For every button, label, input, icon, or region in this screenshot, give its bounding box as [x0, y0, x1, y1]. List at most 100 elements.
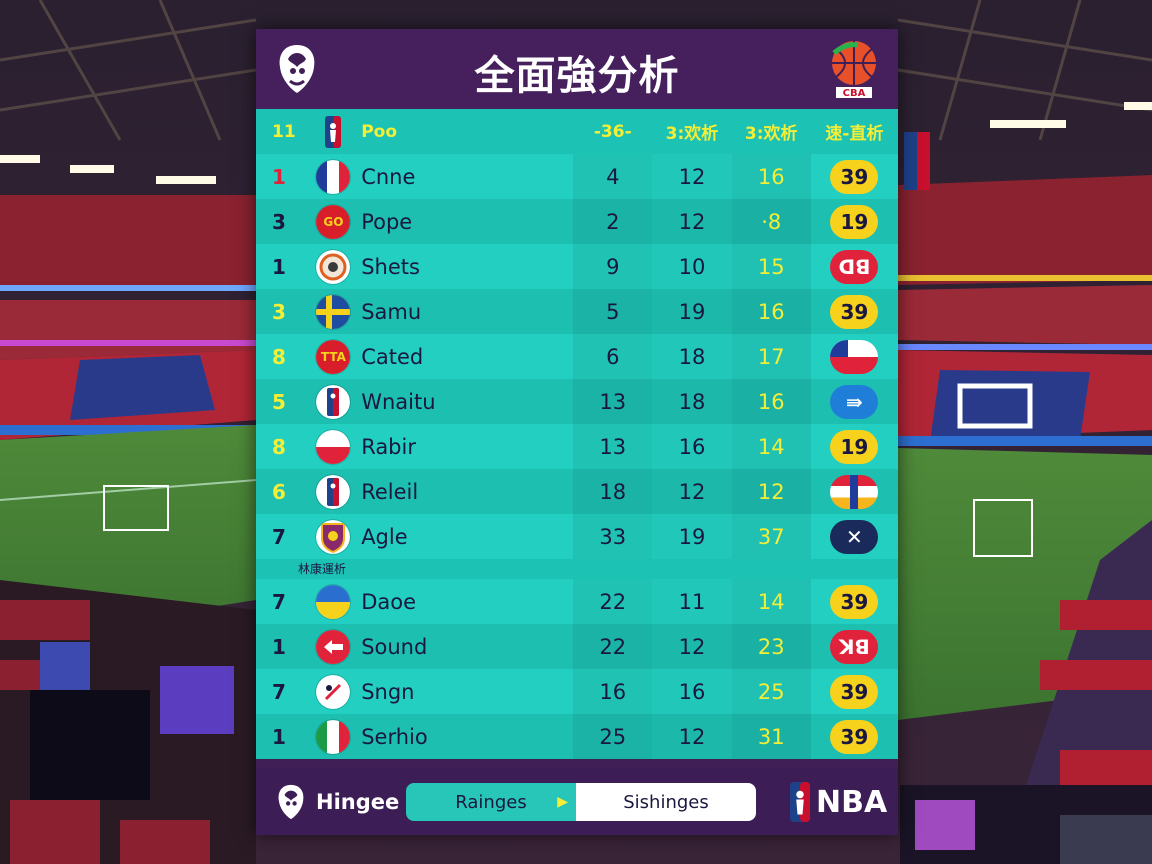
header-col3[interactable]: 3:欢析: [744, 124, 798, 144]
badge-cell: 39: [811, 719, 898, 754]
stat-cell-c1: 13: [573, 424, 653, 469]
lion-crest-icon: [278, 784, 304, 820]
team-name[interactable]: Agle: [361, 524, 408, 549]
tab-rankings[interactable]: Rainges ▶: [406, 783, 576, 821]
team-flag-icon: TTA: [312, 339, 356, 374]
badge-cell: [811, 339, 898, 374]
badge-cell: ꓷꓭ: [811, 249, 898, 284]
team-flag-icon: [312, 584, 356, 619]
badge-cell: ✕: [811, 519, 898, 554]
stat-cell-c1: 9: [573, 244, 653, 289]
table-row[interactable]: 5 Wnaitu 13 18 16 ⇛: [256, 379, 898, 424]
standings-table: 11 Poo -36- 3:欢析 3:欢析 速-直析 1 Cnne 4 12 16 39 3…: [256, 109, 898, 759]
badge-cell: 39: [811, 294, 898, 329]
stat-cell-c1: 33: [573, 514, 653, 559]
team-flag-icon: [312, 519, 356, 554]
standings-panel: 全面強分析 CBA 11 Poo: [256, 29, 898, 835]
stat-cell-c1: 18: [573, 469, 653, 514]
stat-cell-c3: 16: [731, 379, 811, 424]
team-flag-icon: GO: [312, 204, 356, 239]
rank-cell: 1: [272, 724, 286, 749]
stat-cell-c3: 31: [731, 714, 811, 759]
table-row[interactable]: 6 Releil 18 12 12: [256, 469, 898, 514]
score-badge: ꓘꓭ: [830, 629, 879, 664]
stat-cell-c3: 14: [731, 579, 811, 624]
stat-cell-c3: 12: [731, 469, 811, 514]
rank-cell: 5: [272, 389, 286, 414]
table-row[interactable]: 1 Cnne 4 12 16 39: [256, 154, 898, 199]
table-row[interactable]: 3 GO Pope 2 12·8 19: [256, 199, 898, 244]
header-logo: [312, 115, 356, 148]
team-name[interactable]: Pope: [361, 209, 413, 234]
stat-cell-c1: 5: [573, 289, 653, 334]
rank-cell: 3: [272, 299, 286, 324]
team-name[interactable]: Releil: [361, 479, 419, 504]
stat-cell-c1: 6: [573, 334, 653, 379]
stat-cell-c3: 14: [731, 424, 811, 469]
team-name[interactable]: Shets: [361, 254, 420, 279]
rank-cell: 7: [272, 589, 286, 614]
team-name[interactable]: Sound: [361, 634, 428, 659]
rank-cell: 7: [272, 679, 286, 704]
score-badge: 19: [830, 429, 879, 464]
stat-cell-c3: 16: [731, 289, 811, 334]
tab-standings[interactable]: Sishinges: [576, 783, 756, 821]
rank-cell: 1: [272, 164, 286, 189]
nba-logo-icon: [790, 782, 810, 822]
badge-cell: ꓘꓭ: [811, 629, 898, 664]
team-flag-icon: [312, 249, 356, 284]
badge-cell: 39: [811, 674, 898, 709]
table-row[interactable]: 7 Daoe 22 11 14 39: [256, 579, 898, 624]
score-badge: 39: [830, 674, 879, 709]
stat-cell-c3: 15: [731, 244, 811, 289]
view-toggle: Rainges ▶ Sishinges: [406, 783, 756, 821]
table-row[interactable]: 7 Agle 33 19 37 ✕: [256, 514, 898, 559]
team-flag-icon: [312, 474, 356, 509]
table-row[interactable]: 1 Sound 22 12 23 ꓘꓭ: [256, 624, 898, 669]
score-badge: ⇛: [830, 384, 879, 419]
score-badge: 39: [830, 159, 879, 194]
team-name[interactable]: Cated: [361, 344, 424, 369]
rank-cell: 7: [272, 524, 286, 549]
stat-cell-c3: 16: [731, 154, 811, 199]
rank-cell: 6: [272, 479, 286, 504]
stat-cell-c2: 12: [652, 199, 731, 244]
team-name[interactable]: Rabir: [361, 434, 416, 459]
table-row[interactable]: 8 Rabir 13 16 14 19: [256, 424, 898, 469]
table-header-row: 11 Poo -36- 3:欢析 3:欢析 速-直析: [256, 109, 898, 154]
stat-cell-c3: 37: [731, 514, 811, 559]
header-col1[interactable]: -36-: [593, 121, 632, 142]
table-body-bottom: 7 Daoe 22 11 14 39 1 Sound 22 12 23 ꓘꓭ 7 Sngn 16 16 25 39…: [256, 579, 898, 759]
header-col4[interactable]: 速-直析: [825, 124, 884, 144]
team-name[interactable]: Samu: [361, 299, 422, 324]
table-row[interactable]: 7 Sngn 16 16 25 39: [256, 669, 898, 714]
team-name[interactable]: Wnaitu: [361, 389, 436, 414]
team-name[interactable]: Cnne: [361, 164, 416, 189]
score-badge: 39: [830, 719, 879, 754]
table-row[interactable]: 1 Shets 9 10 15 ꓷꓭ: [256, 244, 898, 289]
table-body-top: 1 Cnne 4 12 16 39 3 GO Pope 2 12·8 19 1 Shets 9 10 15 ꓷꓭ 3…: [256, 154, 898, 559]
badge-cell: 19: [811, 204, 898, 239]
team-name[interactable]: Serhio: [361, 724, 428, 749]
stat-cell-c1: 13: [573, 379, 653, 424]
team-flag-icon: [312, 159, 356, 194]
footer-brand-left[interactable]: Hingee: [274, 782, 399, 822]
team-flag-icon: [312, 384, 356, 419]
rank-cell: 3: [272, 209, 286, 234]
stat-cell-c3: 25: [731, 669, 811, 714]
table-row[interactable]: 1 Serhio 25 12 31 39: [256, 714, 898, 759]
panel-footer: Hingee Rainges ▶ Sishinges NBA: [256, 769, 898, 835]
footer-brand-right[interactable]: NBA: [790, 781, 887, 823]
stat-cell-c1: 2: [573, 199, 653, 244]
table-row[interactable]: 3 Samu 5 19 16 39: [256, 289, 898, 334]
cba-basketball-icon: CBA: [828, 39, 880, 99]
score-badge: 39: [830, 584, 879, 619]
team-name[interactable]: Daoe: [361, 589, 416, 614]
rank-cell: 8: [272, 344, 286, 369]
badge-cell: [811, 474, 898, 509]
score-badge: [830, 339, 879, 374]
team-name[interactable]: Sngn: [361, 679, 415, 704]
stat-cell-c1: 25: [573, 714, 653, 759]
header-col2[interactable]: 3:欢析: [665, 124, 719, 144]
table-row[interactable]: 8 TTA Cated 6 18 17: [256, 334, 898, 379]
